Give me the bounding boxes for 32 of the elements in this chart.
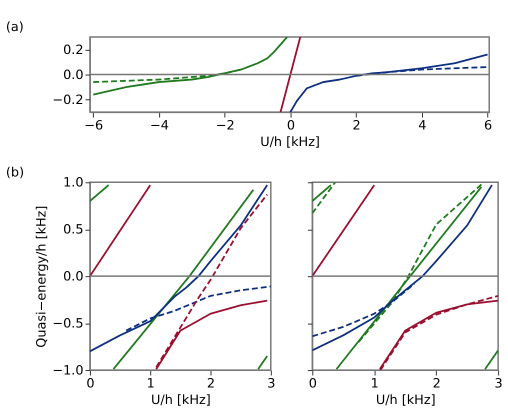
text: (a) [6, 20, 24, 36]
y-tick-label: −0.2 [52, 93, 84, 108]
x-tick-label: 0 [286, 118, 295, 134]
x-tick-label: −2 [216, 118, 235, 134]
y-tick-label: −1.0 [52, 364, 84, 379]
y-tick-label: 0.0 [63, 68, 84, 83]
y-tick-label: −0.5 [52, 316, 84, 332]
x-tick-label: 1 [370, 376, 379, 392]
x-tick-label: 2 [352, 118, 361, 134]
x-tick-label: 6 [484, 118, 492, 134]
x-tick-label: −6 [84, 118, 104, 134]
text: (b) [6, 165, 24, 180]
x-axis-title: U/h [kHz] [376, 393, 436, 408]
x-tick-label: 0 [86, 376, 95, 392]
y-tick-label: 1.0 [63, 176, 84, 191]
x-tick-label: 2 [432, 376, 441, 392]
x-tick-label: 1 [146, 376, 155, 392]
y-tick-label: 0.5 [63, 222, 84, 238]
y-axis-title: Quasi−energy/h [kHz] [34, 206, 50, 348]
line-series [92, 36, 288, 96]
x-tick-label: 3 [494, 376, 503, 392]
line-series [290, 54, 488, 112]
line-series [90, 184, 268, 352]
x-tick-label: 0 [308, 376, 317, 392]
x-tick-label: 2 [206, 376, 216, 392]
x-tick-label: −4 [150, 118, 169, 134]
x-axis-title: U/h [kHz] [150, 393, 211, 408]
x-tick-label: 3 [267, 376, 276, 392]
y-tick-label: 0.0 [63, 270, 84, 285]
x-tick-label: 4 [418, 118, 426, 134]
x-axis-title: U/h [kHz] [260, 135, 320, 150]
y-tick-label: 0.2 [63, 42, 84, 58]
